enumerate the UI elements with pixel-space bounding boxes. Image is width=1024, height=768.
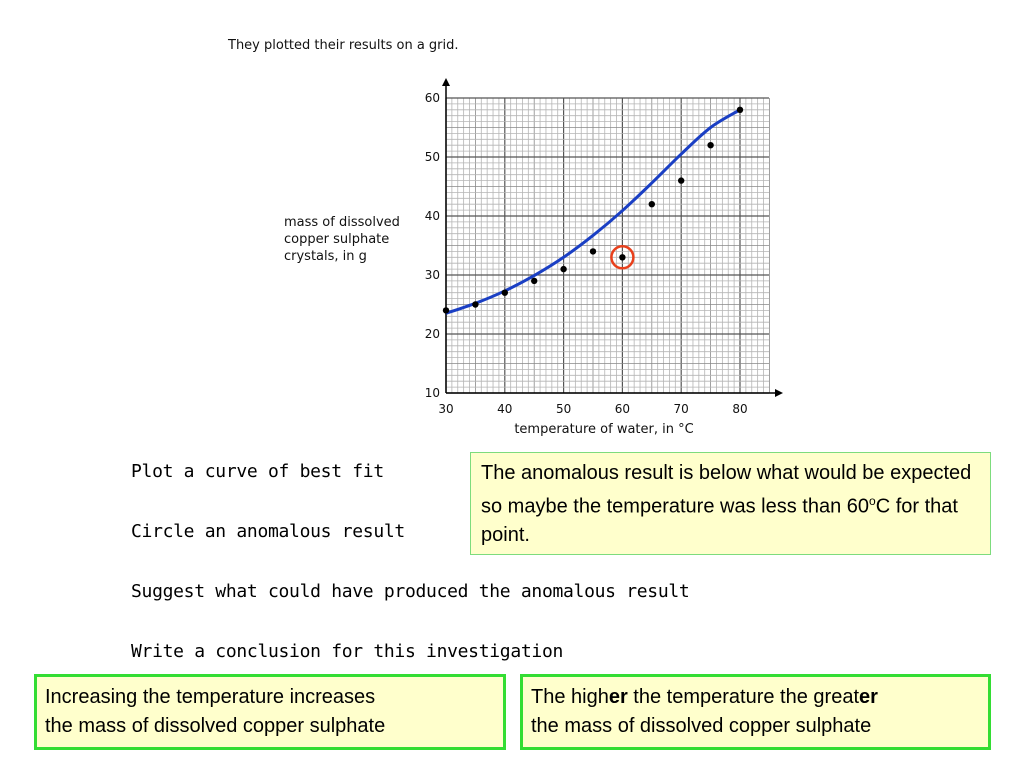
- conclusion-2-bold: er: [608, 686, 628, 708]
- conclusion-1-line-1: Increasing the temperature increases: [45, 686, 376, 708]
- degree-superscript: o: [869, 494, 876, 508]
- task-write-conclusion: Write a conclusion for this investigatio…: [131, 641, 564, 662]
- data-point: [472, 301, 479, 308]
- data-point: [736, 106, 744, 114]
- y-tick-label: 20: [425, 327, 440, 341]
- data-point: [619, 254, 626, 261]
- conclusion-1-line-2: the mass of dissolved copper sulphate: [45, 715, 386, 737]
- y-axis-label-line: mass of dissolved: [284, 215, 400, 230]
- data-point: [442, 307, 450, 314]
- task-circle-anomaly: Circle an anomalous result: [131, 521, 405, 542]
- best-fit-curve: [445, 108, 741, 315]
- conclusion-2-bold: er: [859, 686, 878, 708]
- y-axis-label-line: copper sulphate: [284, 232, 390, 247]
- x-tick-label: 80: [732, 402, 747, 416]
- anomaly-answer-text-end: C for that point.: [481, 495, 958, 546]
- x-tick-label: 70: [674, 402, 689, 416]
- task-plot-curve: Plot a curve of best fit: [131, 461, 384, 482]
- y-axis-arrow-icon: [442, 78, 450, 86]
- y-tick-label: 50: [425, 150, 440, 164]
- conclusion-box-1: Increasing the temperature increases the…: [34, 674, 506, 750]
- data-point: [707, 142, 714, 149]
- x-tick-label: 30: [438, 402, 453, 416]
- conclusion-box-2: The higher the temperature the greater t…: [520, 674, 991, 750]
- x-axis-arrow-icon: [775, 389, 783, 397]
- y-tick-label: 60: [425, 91, 440, 105]
- conclusion-2-text: the temperature the great: [627, 686, 859, 708]
- anomaly-answer-box: The anomalous result is below what would…: [470, 452, 991, 555]
- scatter-chart: 10 20 30 40 50 60 30 40 50 60 70 80 temperature of w…: [425, 78, 783, 437]
- x-axis-label: temperature of water, in °C: [514, 422, 693, 437]
- y-tick-label: 10: [425, 386, 440, 400]
- x-tick-label: 50: [556, 402, 571, 416]
- x-tick-label: 60: [615, 402, 630, 416]
- y-axis-label: mass of dissolved copper sulphate crysta…: [284, 214, 414, 265]
- anomaly-circle: [610, 245, 635, 270]
- data-point: [648, 201, 655, 208]
- x-tick-label: 40: [497, 402, 512, 416]
- y-tick-label: 40: [425, 209, 440, 223]
- data-point: [589, 248, 597, 255]
- data-point: [531, 277, 538, 285]
- chart-caption: They plotted their results on a grid.: [228, 38, 459, 53]
- data-point: [501, 289, 508, 296]
- data-point: [678, 177, 685, 184]
- data-point: [560, 265, 567, 273]
- conclusion-2-line-2: the mass of dissolved copper sulphate: [531, 715, 872, 737]
- y-axis-label-line: crystals, in g: [284, 249, 367, 264]
- conclusion-2-line-1: The higher the temperature the greater: [531, 683, 980, 712]
- anomaly-answer-text: The anomalous result is below what would…: [481, 462, 972, 518]
- y-tick-label: 30: [425, 268, 440, 282]
- conclusion-2-text: The high: [531, 686, 609, 708]
- task-suggest-cause: Suggest what could have produced the ano…: [131, 581, 690, 602]
